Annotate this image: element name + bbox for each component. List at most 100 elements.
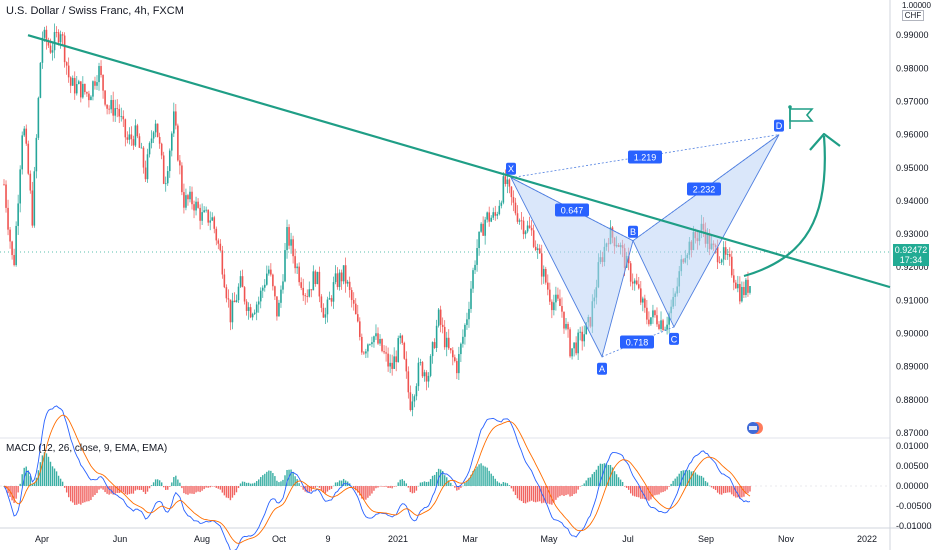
macd-histogram-bar [565, 486, 567, 496]
macd-histogram-bar [207, 486, 209, 488]
macd-histogram-bar [53, 468, 56, 486]
macd-histogram-bar [377, 486, 379, 488]
ratio-label-bg [687, 182, 721, 196]
candle-body [573, 342, 575, 349]
macd-histogram-bar [320, 486, 323, 491]
macd-histogram-bar [90, 486, 92, 501]
macd-histogram-bar [363, 486, 365, 500]
point-label-b: B [630, 227, 636, 237]
macd-histogram-bar [280, 481, 282, 486]
candle-body [130, 134, 133, 140]
macd-histogram-bar [86, 486, 88, 502]
candle-body [39, 62, 42, 98]
candle-body [286, 227, 288, 251]
macd-histogram-bar [662, 486, 664, 493]
macd-histogram-bar [399, 479, 401, 486]
candle-body [138, 136, 141, 148]
macd-histogram-bar [215, 486, 217, 488]
x-tick-label: Oct [272, 534, 287, 544]
macd-histogram-bar [504, 482, 507, 486]
macd-histogram-bar [682, 470, 684, 486]
candle-body [660, 320, 662, 329]
macd-histogram-bar [322, 486, 325, 493]
candle-body [502, 176, 505, 203]
candle-body [431, 342, 434, 357]
candle-body [296, 266, 298, 269]
macd-histogram-bar [233, 486, 236, 496]
candle-body [336, 273, 339, 288]
candle-body [227, 298, 230, 300]
candle-body [637, 284, 640, 289]
candle-body [342, 265, 345, 282]
candle-body [284, 250, 286, 282]
macd-histogram-bar [276, 480, 278, 486]
candle-body [439, 309, 442, 325]
macd-histogram-bar [452, 485, 454, 487]
macd-histogram-bar [524, 486, 527, 504]
unit-label[interactable]: CHF [902, 10, 924, 21]
macd-histogram-bar [312, 486, 315, 489]
point-label-x: X [508, 164, 514, 174]
macd-histogram-bar [338, 480, 341, 486]
candle-body [629, 263, 632, 282]
macd-histogram-bar [551, 486, 553, 505]
candle-body [193, 204, 195, 211]
macd-histogram-bar [191, 486, 193, 494]
candle-body [472, 270, 474, 289]
macd-histogram-bar [373, 486, 375, 491]
macd-histogram-bar [472, 471, 474, 486]
candle-body [664, 329, 666, 331]
candle-body [423, 372, 426, 377]
macd-histogram-bar [114, 486, 116, 494]
candle-body [263, 284, 266, 288]
candle-body [553, 302, 555, 311]
macd-histogram-bar [82, 486, 84, 503]
candle-body [272, 274, 274, 287]
candle-body [15, 225, 17, 266]
macd-indicator-title[interactable]: MACD (12, 26, close, 9, EMA, EMA) [6, 443, 168, 454]
candle-body [381, 338, 383, 352]
macd-histogram-bar [29, 475, 31, 486]
macd-histogram-bar [623, 486, 626, 487]
candle-body [352, 299, 355, 304]
macd-histogram-bar [342, 478, 345, 486]
macd-histogram-bar [500, 483, 503, 486]
macd-histogram-bar [197, 486, 199, 492]
macd-histogram-bar [702, 477, 705, 486]
candle-body [53, 32, 56, 51]
macd-histogram-bar [585, 480, 587, 486]
x-tick-label: Jun [113, 534, 128, 544]
macd-histogram-bar [17, 486, 19, 493]
macd-histogram-bar [625, 486, 628, 488]
macd-histogram-bar [494, 478, 496, 486]
candle-body [59, 34, 62, 43]
macd-histogram-bar [573, 486, 575, 495]
macd-histogram-bar [59, 478, 62, 486]
candle-body [251, 314, 254, 318]
candle-body [118, 108, 121, 117]
macd-histogram-bar [727, 486, 729, 493]
candle-body [365, 351, 367, 354]
macd-histogram-bar [423, 481, 426, 486]
macd-line [3, 405, 751, 550]
candle-body [292, 239, 294, 257]
candle-body [160, 143, 163, 156]
macd-histogram-bar [462, 485, 464, 487]
x-tick-label: Mar [462, 534, 478, 544]
candle-body [203, 210, 205, 213]
candle-body [231, 300, 234, 323]
macd-histogram-bar [13, 486, 15, 503]
candle-body [575, 342, 577, 354]
macd-histogram-bar [464, 482, 466, 486]
candle-body [300, 282, 302, 288]
macd-histogram-bar [520, 486, 523, 502]
macd-histogram-bar [35, 477, 38, 486]
candle-body [5, 184, 7, 208]
macd-histogram-bar [15, 486, 17, 499]
macd-histogram-bar [332, 485, 335, 487]
candle-body [318, 271, 321, 297]
candle-body [524, 231, 527, 235]
candle-body [302, 287, 304, 296]
candle-body [668, 313, 670, 325]
